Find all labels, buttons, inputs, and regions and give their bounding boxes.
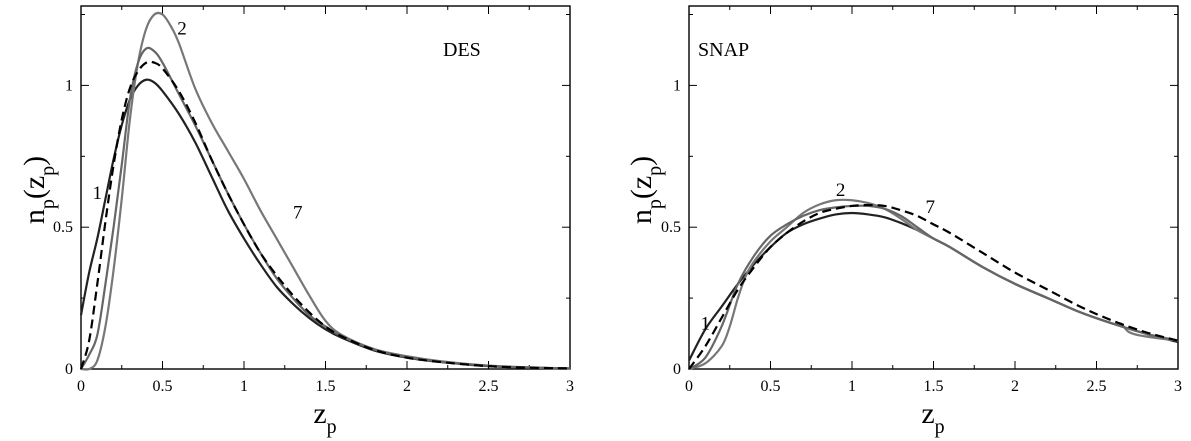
x-tick-label: 1.5 (316, 378, 336, 395)
annotations: 1 2 7 (93, 18, 303, 223)
series-line-4 (688, 203, 1179, 370)
series-line-2 (80, 11, 571, 371)
curve-label: 2 (836, 180, 846, 201)
curve-label: 7 (293, 203, 303, 224)
x-tick-label: 0.5 (761, 378, 781, 395)
y-tick-label: 0 (673, 361, 681, 378)
series-line-1 (688, 211, 1179, 361)
curve-label: 7 (925, 197, 935, 218)
x-tick-label: 1 (240, 378, 248, 395)
curve-label: 2 (177, 18, 187, 39)
y-tick-label: 1 (673, 77, 681, 94)
x-tick-label: 1 (848, 378, 856, 395)
series-line-1 (79, 78, 571, 370)
x-tick-label: 0 (77, 378, 85, 395)
axis-ticks: 0 0.5 1 1.5 2 2.5 3 0 0.5 1 (53, 6, 574, 395)
y-axis-label: np(zp) (625, 156, 666, 224)
curve-label: 1 (701, 313, 711, 334)
curve-label: 1 (93, 183, 103, 204)
x-tick-label: 0.5 (153, 378, 173, 395)
y-tick-label: 0 (65, 361, 73, 378)
panel-label: DES (443, 39, 481, 61)
series-group (79, 11, 571, 371)
x-tick-label: 0 (685, 378, 693, 395)
axis-ticks: 0 0.5 1 1.5 2 2.5 3 0 0.5 1 (661, 6, 1182, 395)
x-axis-label: zp (921, 397, 944, 438)
y-axis-label: np(zp) (18, 156, 59, 224)
y-tick-label: 0.5 (53, 219, 73, 236)
x-tick-label: 2.5 (479, 378, 499, 395)
y-tick-label: 0.5 (661, 219, 681, 236)
x-tick-label: 1.5 (924, 378, 944, 395)
annotations: 1 2 7 (701, 180, 935, 334)
x-tick-label: 2 (403, 378, 411, 395)
chart-panel-snap: 0 0.5 1 1.5 2 2.5 3 0 0.5 1 1 2 7 SNAP zp np(zp) (625, 5, 1182, 438)
x-tick-label: 3 (1174, 378, 1182, 395)
series-group (688, 198, 1179, 371)
panel-label: SNAP (698, 39, 749, 61)
x-axis-label: zp (313, 397, 336, 438)
plot-frame (688, 5, 1179, 370)
x-tick-label: 2.5 (1087, 378, 1107, 395)
chart-panel-des: 0 0.5 1 1.5 2 2.5 3 0 0.5 1 1 2 7 DES zp np(zp) (18, 5, 574, 438)
plot-frame (80, 5, 571, 370)
x-tick-label: 2 (1011, 378, 1019, 395)
series-line-3 (688, 204, 1179, 370)
x-tick-label: 3 (566, 378, 574, 395)
series-line-4 (79, 60, 571, 370)
y-tick-label: 1 (65, 77, 73, 94)
